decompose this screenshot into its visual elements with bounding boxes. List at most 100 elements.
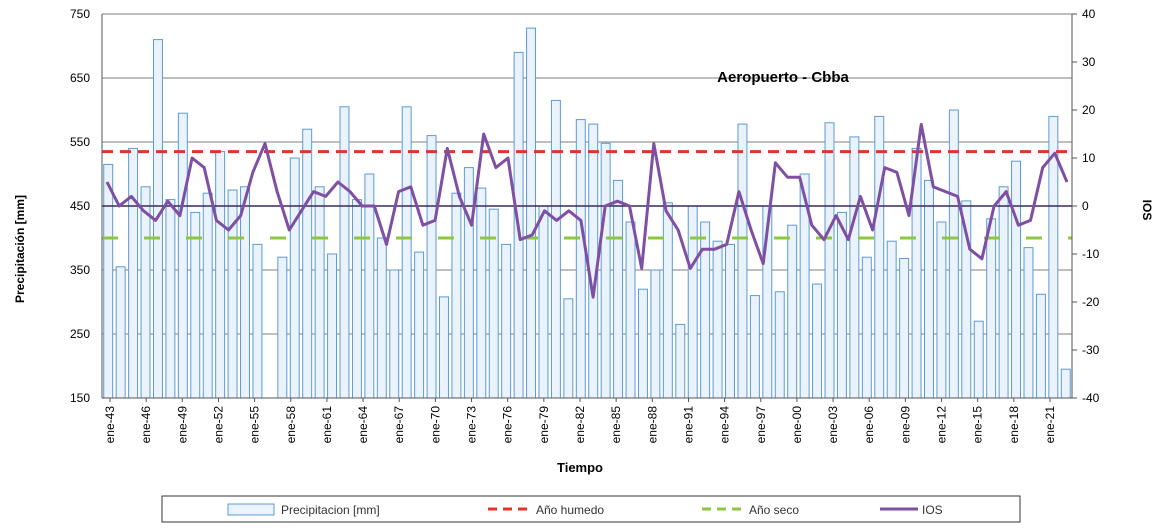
y2-tick-label: 30 xyxy=(1082,55,1096,69)
precipitation-bar xyxy=(563,298,574,399)
x-tick-label: ene-06 xyxy=(862,406,876,444)
x-tick-label: ene-18 xyxy=(1007,406,1021,444)
y-axis-title: Precipitación [mm] xyxy=(13,195,27,303)
precipitation-bar xyxy=(650,269,661,399)
x-tick-label: ene-79 xyxy=(537,406,551,444)
x-tick-label: ene-21 xyxy=(1043,406,1057,444)
precipitation-bar xyxy=(998,186,1009,399)
x-tick-label: ene-58 xyxy=(284,406,298,444)
x-tick-label: ene-70 xyxy=(428,406,442,444)
y2-tick-label: -20 xyxy=(1082,295,1100,309)
precipitation-bar xyxy=(1035,293,1046,399)
precipitation-bar xyxy=(538,205,549,399)
x-tick-label: ene-09 xyxy=(898,406,912,444)
precipitation-bar xyxy=(289,157,300,399)
x-tick-label: ene-03 xyxy=(826,406,840,444)
chart-title: Aeropuerto - Cbba xyxy=(717,69,849,86)
precipitation-bar xyxy=(886,240,897,399)
legend-label-ano-seco: Año seco xyxy=(749,503,799,517)
precipitation-bar xyxy=(874,115,885,399)
x-tick-label: ene-76 xyxy=(501,406,515,444)
precipitation-bar xyxy=(787,224,798,399)
precipitation-bar xyxy=(1023,247,1034,399)
x-tick-label: ene-88 xyxy=(645,406,659,444)
y2-tick-label: 0 xyxy=(1082,199,1089,213)
precipitation-bar xyxy=(302,128,313,399)
x-tick-label: ene-12 xyxy=(935,406,949,444)
precipitation-bar xyxy=(414,251,425,399)
ios-series-line xyxy=(105,122,1069,299)
legend: Precipitacion [mm] Año humedo Año seco I… xyxy=(161,495,1021,523)
precipitation-bar xyxy=(215,151,226,399)
precipitation-bar xyxy=(1011,160,1022,399)
x-tick-label: ene-85 xyxy=(609,406,623,444)
y2-tick-label: 20 xyxy=(1082,103,1096,117)
x-tick-label: ene-91 xyxy=(681,406,695,444)
precipitation-bar xyxy=(849,136,860,399)
precipitation-bar xyxy=(476,187,487,399)
precipitation-bar xyxy=(812,283,823,399)
precipitation-bar xyxy=(364,173,375,399)
y2-tick-label: -30 xyxy=(1082,343,1100,357)
x-tick-label: ene-94 xyxy=(718,406,732,444)
x-tick-label: ene-97 xyxy=(754,406,768,444)
precipitation-bar xyxy=(774,291,785,399)
precipitation-bars xyxy=(103,27,1071,399)
precipitation-bar xyxy=(712,240,723,399)
precipitation-bar xyxy=(140,186,151,399)
precipitation-bar xyxy=(190,211,201,399)
precipitation-bar xyxy=(588,123,599,399)
precipitation-bar xyxy=(687,205,698,399)
precipitation-bar xyxy=(103,163,114,399)
ios-line xyxy=(105,122,1069,299)
x-axis-title: Tiempo xyxy=(557,460,603,475)
precipitation-bar xyxy=(575,119,586,399)
precipitation-bar xyxy=(725,243,735,399)
y-tick-label: 550 xyxy=(70,135,90,149)
legend-label-ios: IOS xyxy=(922,503,943,517)
x-tick-label: ene-55 xyxy=(248,406,262,444)
precipitation-bar xyxy=(240,186,250,399)
precipitation-bar xyxy=(451,192,462,399)
x-tick-label: ene-49 xyxy=(175,406,189,444)
precipitation-bar xyxy=(252,243,263,399)
precipitation-bar xyxy=(314,186,325,399)
x-tick-label: ene-61 xyxy=(320,406,334,444)
precipitation-bar xyxy=(861,256,872,399)
y2-tick-label: 40 xyxy=(1082,7,1096,21)
precipitation-bar xyxy=(899,257,910,399)
y-tick-label: 650 xyxy=(70,71,90,85)
precipitation-bar xyxy=(662,202,673,399)
precipitation-bar xyxy=(948,109,959,399)
x-tick-label: ene-15 xyxy=(971,406,985,444)
y-tick-label: 750 xyxy=(70,7,90,21)
y2-axis-title: IOS xyxy=(1140,200,1154,221)
y2-tick-label: 10 xyxy=(1082,151,1096,165)
y-tick-label: 450 xyxy=(70,199,90,213)
precipitation-bar xyxy=(836,211,847,399)
precipitation-bar xyxy=(986,218,997,399)
precipitation-bar xyxy=(973,320,984,399)
precipitation-bar xyxy=(165,199,176,399)
precipitation-bar xyxy=(439,296,449,399)
x-tick-label: ene-82 xyxy=(573,406,587,444)
precipitation-bar xyxy=(600,142,611,399)
precipitation-bar xyxy=(277,256,288,399)
precipitation-bar xyxy=(1060,368,1071,399)
y-tick-label: 250 xyxy=(70,327,90,341)
precipitation-bar xyxy=(924,179,934,399)
precipitation-bar xyxy=(115,266,126,399)
x-tick-label: ene-73 xyxy=(465,406,479,444)
x-tick-label: ene-52 xyxy=(211,406,225,444)
precipitation-bar xyxy=(202,192,213,399)
precipitation-bar xyxy=(936,221,947,399)
precipitation-bar xyxy=(675,323,686,399)
precipitation-bar xyxy=(351,199,362,399)
precipitation-bar xyxy=(501,243,512,399)
precipitation-bar xyxy=(824,122,835,399)
precipitation-bar xyxy=(376,237,387,399)
precipitation-bar xyxy=(737,123,748,399)
x-tick-label: ene-43 xyxy=(103,406,117,444)
